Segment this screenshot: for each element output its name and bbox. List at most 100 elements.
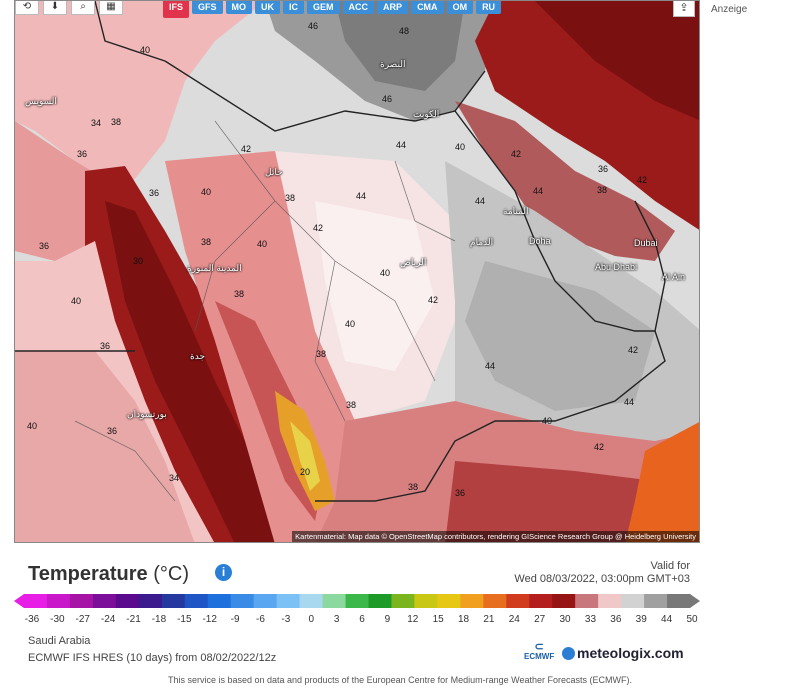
scale-tick-label: -30 (50, 614, 65, 625)
scale-segment (414, 594, 438, 608)
value-label: 44 (485, 361, 496, 371)
tab-gfs[interactable]: GFS (192, 1, 223, 14)
value-label: 40 (257, 239, 268, 249)
value-label: 40 (345, 319, 356, 329)
meteologix-brand[interactable]: meteologix.com (562, 645, 684, 661)
scale-segment (207, 594, 232, 608)
scale-tick-label: 12 (407, 614, 419, 625)
city-label: الرياض (400, 257, 427, 267)
value-label: 38 (346, 400, 357, 410)
tab-ic[interactable]: IC (283, 1, 305, 14)
tab-mo[interactable]: MO (225, 1, 253, 14)
scale-tick-label: 9 (384, 614, 391, 625)
value-label: 42 (511, 149, 522, 159)
zoom-icon[interactable]: ⌕ (71, 1, 95, 15)
scale-tick-label: -21 (126, 614, 141, 625)
scale-tick-label: -24 (100, 614, 116, 625)
reset-view-icon[interactable]: ⟲ (15, 1, 39, 15)
share-icon[interactable]: ⇪ (673, 1, 695, 17)
ecmwf-logo: ⊂ ECMWF (524, 641, 554, 662)
value-label: 46 (382, 94, 393, 104)
value-label: 42 (428, 295, 439, 305)
value-label: 38 (597, 185, 608, 195)
scale-tick-label: 36 (610, 614, 622, 625)
scale-segment (253, 594, 278, 608)
scale-segment (460, 594, 484, 608)
value-label: 42 (241, 144, 252, 154)
info-icon[interactable]: i (215, 564, 232, 581)
value-label: 44 (624, 397, 635, 407)
model-tabs: IFS GFS MO UK IC GEM ACC ARP CMA OM RU (163, 1, 502, 18)
temperature-field (15, 1, 699, 542)
value-label: 40 (455, 142, 466, 152)
tab-ifs[interactable]: IFS (163, 1, 190, 18)
value-label: 40 (27, 421, 38, 431)
scale-tick-label: 24 (508, 614, 520, 625)
city-label: بورتسودان (127, 409, 167, 419)
scale-tick-label: 39 (635, 614, 647, 625)
city-label: الدمام (470, 237, 494, 247)
scale-tick-label: 21 (483, 614, 495, 625)
city-label: Dubai (634, 238, 658, 248)
valid-for: Valid for Wed 08/03/2022, 03:00pm GMT+03 (514, 560, 690, 586)
scale-segment (575, 594, 599, 608)
value-label: 36 (598, 164, 609, 174)
scale-segment (69, 594, 94, 608)
scale-tick-label: -18 (151, 614, 167, 625)
value-label: 42 (628, 345, 639, 355)
scale-segment (92, 594, 117, 608)
tab-gem[interactable]: GEM (307, 1, 340, 14)
scale-arrow-left (14, 594, 24, 608)
value-label: 46 (308, 21, 319, 31)
scale-segment (667, 594, 691, 608)
scale-segment (115, 594, 140, 608)
tab-ru[interactable]: RU (476, 1, 502, 14)
value-label: 36 (455, 488, 466, 498)
value-label: 40 (71, 296, 82, 306)
value-label: 38 (201, 237, 212, 247)
footer-note: This service is based on data and produc… (167, 675, 633, 685)
scale-tick-label: 18 (457, 614, 470, 625)
tab-arp[interactable]: ARP (377, 1, 409, 14)
tab-om[interactable]: OM (446, 1, 474, 14)
map-attribution: Kartenmaterial: Map data © OpenStreetMap… (292, 531, 699, 542)
city-label: البصرة (380, 59, 406, 69)
tab-cma[interactable]: CMA (411, 1, 444, 14)
value-label: 42 (594, 442, 605, 452)
value-label: 20 (300, 467, 311, 477)
city-label: جدة (190, 351, 206, 361)
layers-icon[interactable]: ▦ (99, 1, 123, 15)
weather-map[interactable]: ⟲ ⬇ ⌕ ▦ IFS GFS MO UK IC GEM ACC ARP CMA… (14, 0, 700, 543)
tab-uk[interactable]: UK (255, 1, 281, 14)
value-label: 38 (234, 289, 245, 299)
ad-label: Anzeige (711, 4, 748, 15)
scale-segment (483, 594, 507, 608)
scale-tick-label: 6 (359, 614, 365, 625)
scale-arrow-right (690, 594, 700, 608)
value-label: 44 (533, 186, 544, 196)
scale-segment (437, 594, 461, 608)
scale-segment (184, 594, 209, 608)
download-icon[interactable]: ⬇ (43, 1, 67, 15)
scale-segment (644, 594, 668, 608)
scale-segment (621, 594, 645, 608)
value-label: 36 (100, 341, 111, 351)
scale-segment (161, 594, 186, 608)
scale-segment (276, 594, 301, 608)
scale-segment (391, 594, 415, 608)
scale-tick-label: -9 (230, 614, 240, 625)
value-label: 30 (133, 256, 144, 266)
scale-tick-label: -27 (75, 614, 90, 625)
city-label: المنامة (503, 206, 529, 216)
tab-acc[interactable]: ACC (342, 1, 375, 14)
scale-segment (230, 594, 255, 608)
city-label: الكويت (413, 109, 440, 119)
valid-time: Wed 08/03/2022, 03:00pm GMT+03 (514, 573, 690, 585)
scale-segment (46, 594, 71, 608)
scale-tick-label: 30 (559, 614, 571, 625)
city-label: Doha (529, 236, 551, 246)
legend-unit: (°C) (153, 563, 189, 585)
value-label: 44 (475, 196, 486, 206)
value-label: 40 (542, 416, 553, 426)
ecmwf-icon: ⊂ (534, 641, 544, 653)
